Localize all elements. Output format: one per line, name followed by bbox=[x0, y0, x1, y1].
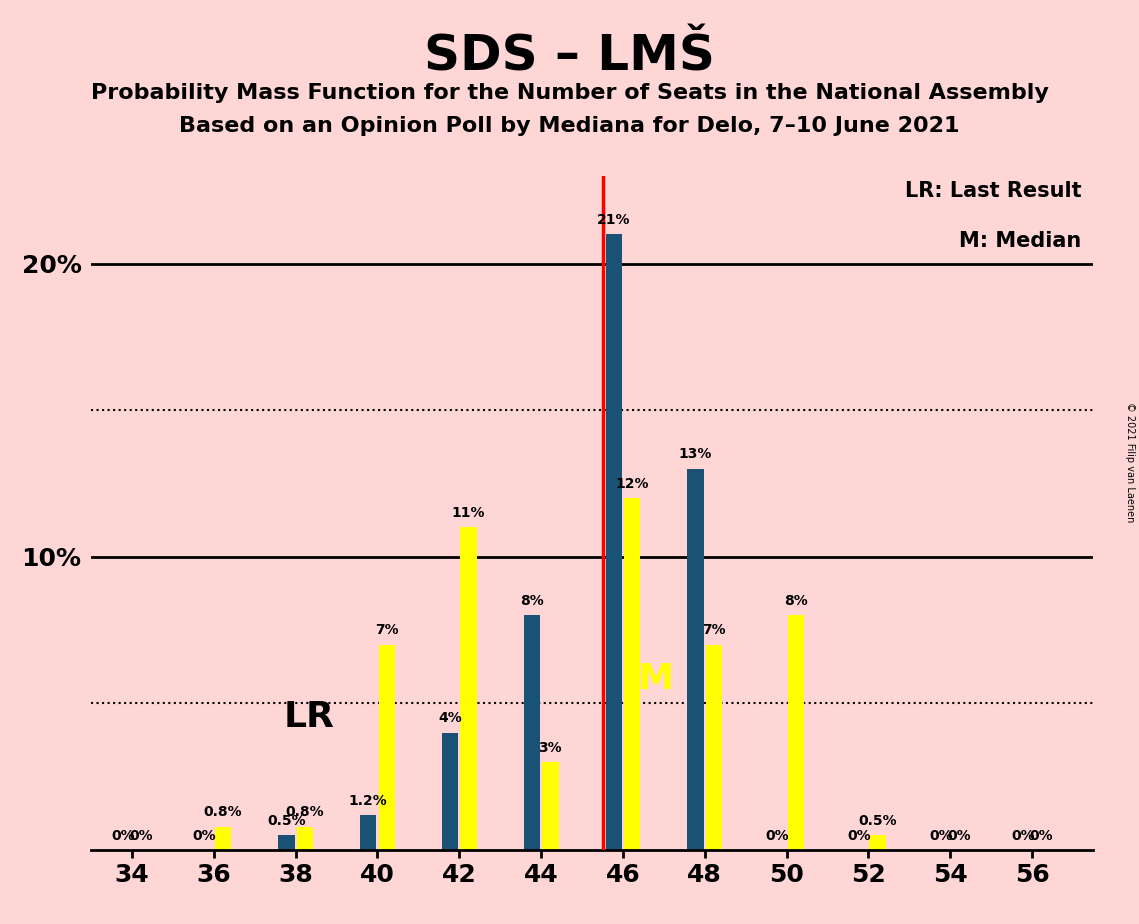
Text: 0%: 0% bbox=[847, 829, 871, 843]
Text: 0.8%: 0.8% bbox=[204, 806, 243, 820]
Text: M: Median: M: Median bbox=[959, 231, 1081, 251]
Bar bbox=[606, 234, 622, 850]
Text: 3%: 3% bbox=[539, 741, 563, 755]
Text: M: M bbox=[638, 662, 673, 696]
Text: 0%: 0% bbox=[110, 829, 134, 843]
Bar bbox=[460, 528, 477, 850]
Bar bbox=[215, 827, 231, 850]
Bar bbox=[869, 835, 886, 850]
Bar bbox=[788, 615, 804, 850]
Text: 7%: 7% bbox=[375, 624, 399, 638]
Text: 0%: 0% bbox=[765, 829, 789, 843]
Text: 8%: 8% bbox=[784, 594, 808, 608]
Text: 4%: 4% bbox=[439, 711, 462, 725]
Text: 0%: 0% bbox=[948, 829, 972, 843]
Text: 0%: 0% bbox=[1011, 829, 1034, 843]
Text: 0%: 0% bbox=[929, 829, 953, 843]
Bar bbox=[688, 468, 704, 850]
Text: 0%: 0% bbox=[192, 829, 216, 843]
Bar bbox=[360, 815, 377, 850]
Text: 7%: 7% bbox=[702, 624, 726, 638]
Text: 0%: 0% bbox=[130, 829, 153, 843]
Text: LR: LR bbox=[284, 699, 334, 734]
Text: 13%: 13% bbox=[679, 447, 712, 461]
Text: Based on an Opinion Poll by Mediana for Delo, 7–10 June 2021: Based on an Opinion Poll by Mediana for … bbox=[179, 116, 960, 136]
Bar bbox=[624, 498, 640, 850]
Text: 0.5%: 0.5% bbox=[268, 814, 305, 828]
Text: 1.2%: 1.2% bbox=[349, 794, 387, 808]
Bar bbox=[296, 827, 313, 850]
Text: © 2021 Filip van Laenen: © 2021 Filip van Laenen bbox=[1125, 402, 1134, 522]
Text: LR: Last Result: LR: Last Result bbox=[904, 181, 1081, 201]
Text: 0%: 0% bbox=[1030, 829, 1054, 843]
Text: 12%: 12% bbox=[615, 477, 649, 491]
Text: 0.8%: 0.8% bbox=[286, 806, 325, 820]
Text: 8%: 8% bbox=[521, 594, 543, 608]
Bar bbox=[442, 733, 458, 850]
Bar bbox=[278, 835, 295, 850]
Bar bbox=[542, 762, 558, 850]
Text: 11%: 11% bbox=[452, 506, 485, 520]
Text: SDS – LMŠ: SDS – LMŠ bbox=[424, 32, 715, 80]
Bar bbox=[378, 645, 395, 850]
Text: Probability Mass Function for the Number of Seats in the National Assembly: Probability Mass Function for the Number… bbox=[91, 83, 1048, 103]
Bar bbox=[706, 645, 722, 850]
Text: 0.5%: 0.5% bbox=[859, 814, 896, 828]
Bar bbox=[524, 615, 540, 850]
Text: 21%: 21% bbox=[597, 213, 631, 227]
